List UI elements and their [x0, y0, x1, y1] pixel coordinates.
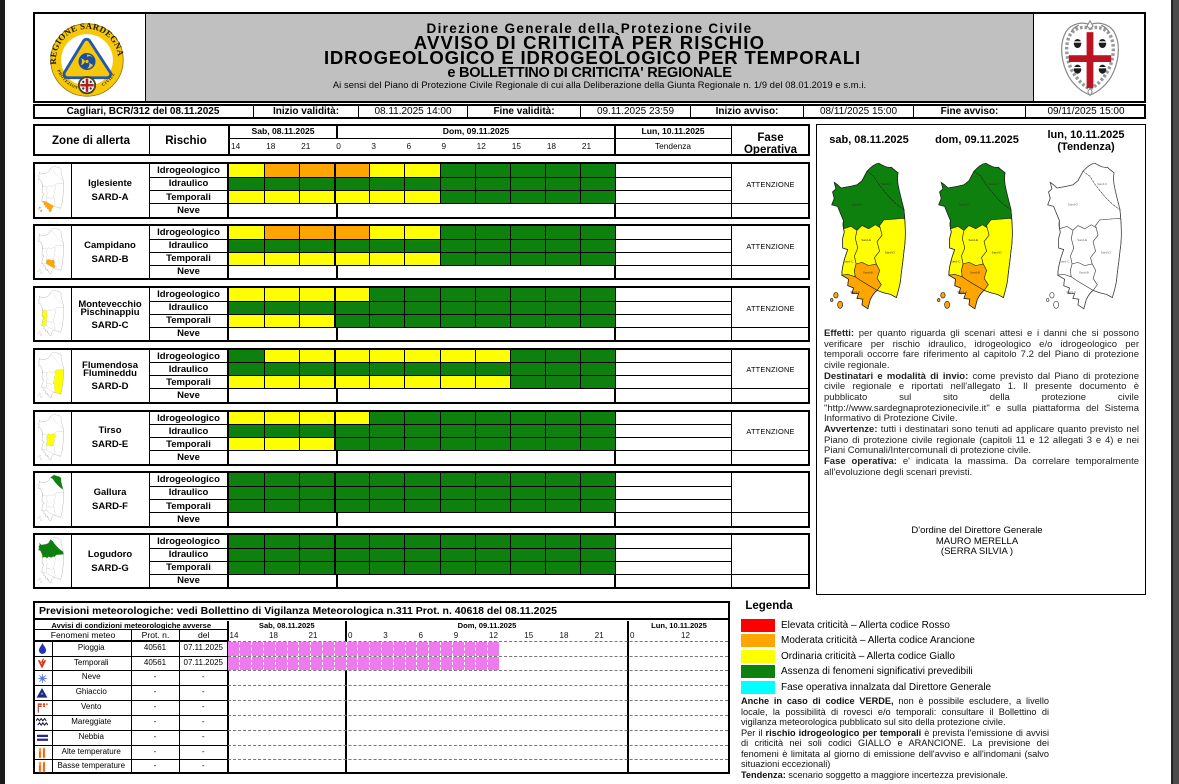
- svg-text:Sard-D: Sard-D: [885, 251, 896, 255]
- svg-text:Sard-C: Sard-C: [950, 259, 961, 263]
- svg-text:Sard-B: Sard-B: [1079, 271, 1089, 275]
- svg-text:Sard-F: Sard-F: [1097, 182, 1107, 186]
- svg-text:Sard-F: Sard-F: [881, 182, 891, 186]
- svg-text:Sard-B: Sard-B: [970, 271, 980, 275]
- svg-text:Sard-A: Sard-A: [957, 290, 968, 294]
- svg-text:Sard-A: Sard-A: [850, 290, 861, 294]
- svg-text:Sard-E: Sard-E: [1077, 238, 1087, 242]
- svg-text:Sard-E: Sard-E: [968, 238, 978, 242]
- svg-text:Sard-D: Sard-D: [1101, 251, 1112, 255]
- svg-text:Sard-G: Sard-G: [852, 203, 863, 207]
- svg-text:Sard-G: Sard-G: [959, 203, 970, 207]
- svg-text:Sard-C: Sard-C: [843, 259, 854, 263]
- svg-text:Sard-B: Sard-B: [863, 271, 873, 275]
- svg-text:Sard-G: Sard-G: [1068, 203, 1079, 207]
- svg-text:Sard-C: Sard-C: [1059, 259, 1070, 263]
- svg-text:Sard-A: Sard-A: [1066, 290, 1077, 294]
- svg-text:Sard-E: Sard-E: [861, 238, 871, 242]
- svg-text:Sard-D: Sard-D: [992, 251, 1003, 255]
- svg-text:Sard-F: Sard-F: [988, 182, 998, 186]
